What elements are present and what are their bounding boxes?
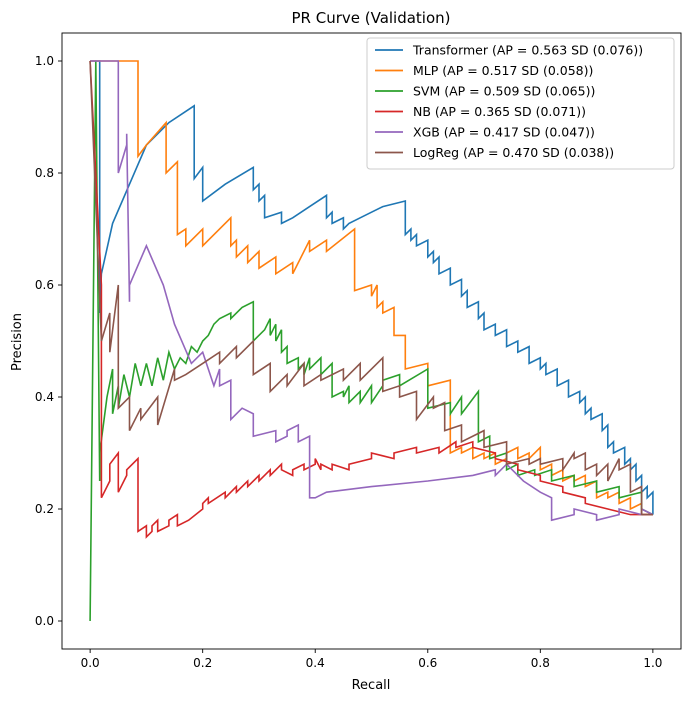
legend-label-5: LogReg (AP = 0.470 SD (0.038)) [413, 145, 614, 160]
x-axis-label: Recall [352, 678, 391, 693]
legend-label-0: Transformer (AP = 0.563 SD (0.076)) [412, 43, 643, 58]
series-line-4 [90, 60, 654, 522]
y-tick-label: 0.4 [35, 390, 54, 404]
series-line-3 [89, 60, 653, 539]
series-line-5 [89, 60, 653, 516]
x-tick-label: 0.4 [306, 656, 325, 670]
x-tick-label: 0.6 [418, 656, 437, 670]
x-tick-label: 0.8 [531, 656, 550, 670]
y-tick-label: 0.2 [35, 502, 54, 516]
legend: Transformer (AP = 0.563 SD (0.076)) MLP (… [366, 37, 675, 170]
y-tick-label: 0.0 [35, 614, 54, 628]
y-tick-label: 0.8 [35, 166, 54, 180]
legend-label-1: MLP (AP = 0.517 SD (0.058)) [413, 63, 593, 78]
legend-label-4: XGB (AP = 0.417 SD (0.047)) [413, 125, 595, 140]
x-tick-label: 1.0 [643, 656, 662, 670]
x-tick-label: 0.0 [81, 656, 100, 670]
plot-frame [61, 32, 682, 650]
legend-label-3: NB (AP = 0.365 SD (0.071)) [413, 104, 586, 119]
series-line-2 [89, 60, 654, 622]
series-line-0 [90, 60, 654, 515]
x-tick-label: 0.2 [193, 656, 212, 670]
legend-label-2: SVM (AP = 0.509 SD (0.065)) [413, 84, 595, 99]
plot-area: 0.0 0.0 0.2 0.2 0.4 0.4 0.6 0.6 0.8 0.8 1.0 1.0 [35, 32, 682, 670]
y-axis-label: Precision [10, 313, 25, 371]
y-tick-label: 0.6 [35, 278, 54, 292]
chart-title: PR Curve (Validation) [291, 9, 450, 27]
legend-box [366, 37, 675, 170]
y-tick-label: 1.0 [35, 54, 54, 68]
series-lines [89, 60, 654, 622]
